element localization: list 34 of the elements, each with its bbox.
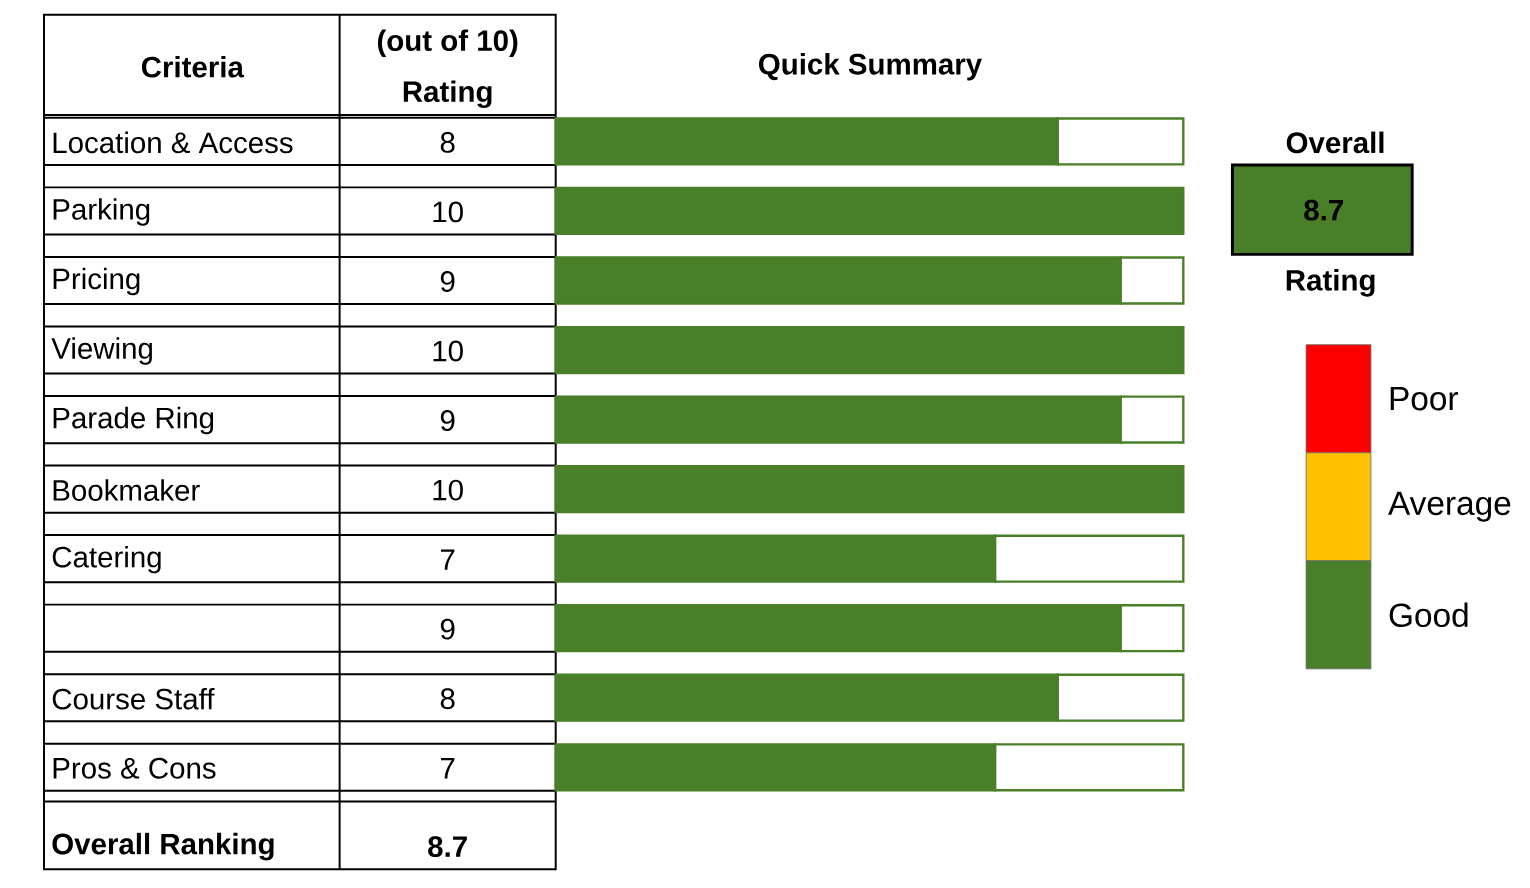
data-label: 9	[440, 410, 455, 432]
text: Rating	[403, 80, 492, 109]
text: (out of 10)	[377, 29, 518, 57]
category-label: Parade Ring	[53, 406, 214, 435]
category-label: Course Staff	[52, 687, 215, 710]
category-label: Pros & Cons	[53, 757, 216, 779]
category-label: Viewing	[51, 337, 152, 365]
data-label: 10	[433, 340, 463, 362]
text: 8.7	[428, 836, 467, 858]
category-label: Parking	[53, 198, 150, 226]
category-label: Good	[1389, 602, 1468, 628]
bar	[554, 186, 1185, 236]
data-label: 7	[440, 549, 455, 570]
data-label: 7	[440, 758, 455, 779]
category-label: Poor	[1390, 387, 1458, 411]
data-label: 10	[433, 201, 463, 223]
category-label: Location & Access	[53, 131, 293, 154]
category-label: Bookmaker	[53, 479, 200, 501]
text: Criteria	[141, 56, 245, 78]
data-label: 8	[440, 132, 455, 153]
chart-title: Quick Summary	[759, 53, 982, 81]
category-label: Average	[1388, 491, 1511, 522]
data-label: 8	[440, 688, 455, 710]
text: 8.7	[1304, 199, 1343, 221]
data-label: 9	[440, 618, 455, 640]
bar	[554, 465, 1185, 514]
bar	[554, 325, 1185, 375]
data-label: 9	[440, 271, 455, 292]
text: Overall Ranking	[52, 832, 274, 861]
category-label: Pricing	[53, 267, 140, 296]
data-label: 10	[433, 479, 463, 501]
text: Overall	[1286, 131, 1384, 154]
category-label: Catering	[52, 545, 161, 574]
text: Rating	[1286, 269, 1375, 297]
